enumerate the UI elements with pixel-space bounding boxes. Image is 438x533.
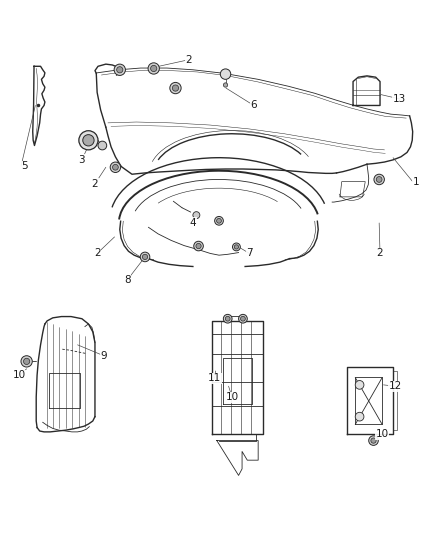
Circle shape xyxy=(194,241,203,251)
Circle shape xyxy=(223,83,228,87)
Circle shape xyxy=(240,316,245,321)
Text: 5: 5 xyxy=(21,161,28,172)
Circle shape xyxy=(196,244,201,249)
Circle shape xyxy=(83,135,94,146)
Circle shape xyxy=(374,174,385,184)
Text: 2: 2 xyxy=(377,248,383,259)
Text: 1: 1 xyxy=(413,176,419,187)
Text: 10: 10 xyxy=(226,392,239,402)
Text: 2: 2 xyxy=(94,248,100,259)
Circle shape xyxy=(355,381,364,389)
Circle shape xyxy=(193,212,200,219)
Circle shape xyxy=(239,314,247,323)
Circle shape xyxy=(355,413,364,421)
Circle shape xyxy=(234,245,239,249)
Circle shape xyxy=(117,67,123,73)
Circle shape xyxy=(223,314,232,323)
Circle shape xyxy=(140,252,150,262)
Text: 6: 6 xyxy=(251,100,257,110)
Circle shape xyxy=(98,141,107,150)
Circle shape xyxy=(79,131,98,150)
Circle shape xyxy=(110,162,120,173)
Circle shape xyxy=(151,66,157,71)
Circle shape xyxy=(220,69,231,79)
Text: 8: 8 xyxy=(124,274,131,285)
Circle shape xyxy=(225,316,230,321)
Text: 10: 10 xyxy=(13,370,26,381)
Text: 13: 13 xyxy=(393,94,406,104)
Circle shape xyxy=(376,176,382,182)
Circle shape xyxy=(148,63,159,74)
Text: 11: 11 xyxy=(208,373,221,383)
Circle shape xyxy=(142,254,148,260)
Text: 12: 12 xyxy=(389,381,402,391)
Text: 7: 7 xyxy=(246,248,253,259)
Circle shape xyxy=(114,64,125,76)
Circle shape xyxy=(217,219,221,223)
Circle shape xyxy=(170,83,181,94)
Circle shape xyxy=(233,243,240,251)
Circle shape xyxy=(369,436,378,446)
Circle shape xyxy=(173,85,179,91)
Text: 9: 9 xyxy=(100,351,107,361)
Circle shape xyxy=(21,356,32,367)
Text: 4: 4 xyxy=(190,218,196,228)
Text: 10: 10 xyxy=(376,429,389,439)
Text: 2: 2 xyxy=(185,55,192,65)
Circle shape xyxy=(371,438,376,443)
Circle shape xyxy=(113,164,118,170)
Circle shape xyxy=(221,70,230,78)
Circle shape xyxy=(215,216,223,225)
Text: 2: 2 xyxy=(92,179,98,189)
Text: 3: 3 xyxy=(78,155,85,165)
Circle shape xyxy=(24,358,30,365)
